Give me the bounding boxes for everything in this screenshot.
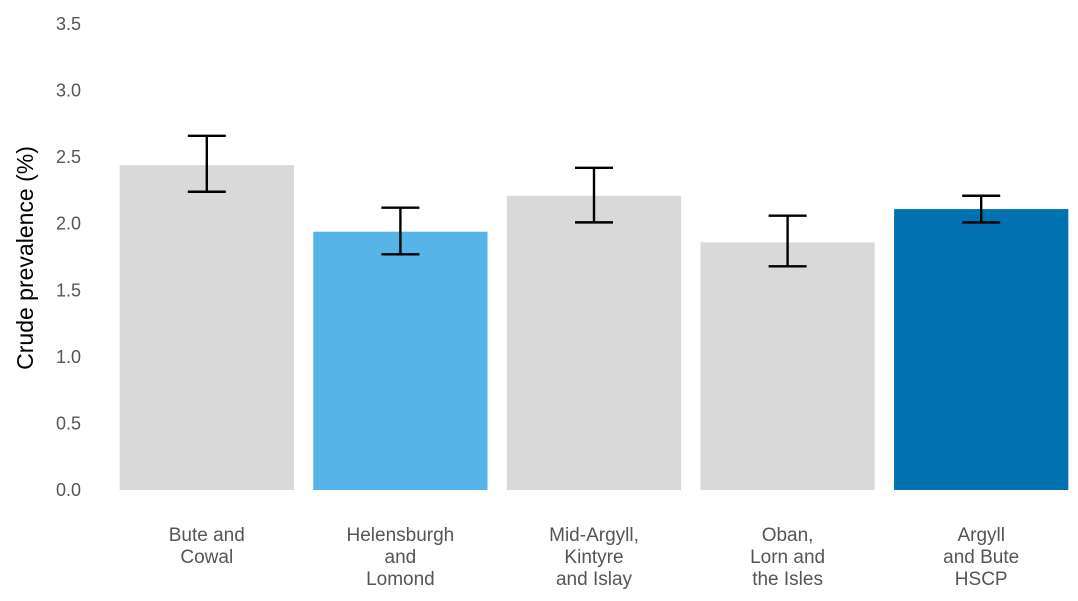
x-category-label: Helensburgh and Lomond	[347, 525, 455, 590]
y-tick-label: 0.0	[56, 480, 81, 500]
x-category-label-line: Lorn and	[750, 547, 825, 568]
y-tick-label: 1.5	[56, 280, 81, 300]
x-category-label: Bute and Cowal	[169, 525, 245, 568]
error-bar	[575, 166, 613, 224]
y-tick-label: 3.0	[56, 81, 81, 101]
x-category-label-line: Mid-Argyll,	[549, 525, 639, 546]
x-axis-labels: Bute and Cowal Helensburgh and Lomond Mid-Arg…	[169, 525, 1019, 590]
error-bars	[187, 134, 1001, 268]
x-category-label-line: and Islay	[556, 569, 633, 590]
x-category-label-line: Helensburgh	[347, 525, 455, 546]
bar	[313, 231, 488, 490]
y-tick-label: 3.5	[56, 14, 81, 34]
x-category-label: Oban, Lorn and the Isles	[750, 525, 825, 590]
x-category-label-line: Kintyre	[564, 547, 623, 568]
x-category-label-line: Argyll	[957, 525, 1005, 546]
bar	[506, 195, 682, 491]
y-axis-title-group: Crude prevalence (%)	[12, 146, 38, 370]
x-category-label-line: Oban,	[762, 525, 814, 546]
y-axis-title: Crude prevalence (%)	[12, 146, 38, 370]
y-tick-label: 0.5	[56, 413, 81, 433]
x-category-label: Argyll and Bute HSCP	[943, 525, 1019, 590]
y-axis-ticks: 0.0 0.5 1.0 1.5 2.0 2.5 3.0 3.5	[56, 14, 81, 500]
x-category-label-line: Cowal	[180, 547, 233, 568]
error-bar	[187, 134, 226, 193]
y-tick-label: 2.5	[56, 147, 81, 167]
y-tick-label: 1.0	[56, 347, 81, 367]
bar	[700, 242, 875, 490]
x-category-label-line: Bute and	[169, 525, 245, 546]
error-bar	[962, 194, 1001, 224]
error-bar	[381, 206, 420, 256]
x-category-label-line: Lomond	[366, 569, 435, 590]
x-category-label-line: and	[385, 547, 417, 568]
bar	[119, 165, 294, 491]
y-tick-label: 2.0	[56, 214, 81, 234]
x-category-label-line: and Bute	[943, 547, 1019, 568]
x-category-label-line: the Isles	[752, 569, 823, 590]
bar	[894, 209, 1069, 490]
bars	[119, 165, 1069, 491]
error-bar	[768, 214, 807, 268]
x-category-label-line: HSCP	[955, 569, 1008, 590]
x-category-label: Mid-Argyll, Kintyre and Islay	[549, 525, 639, 590]
